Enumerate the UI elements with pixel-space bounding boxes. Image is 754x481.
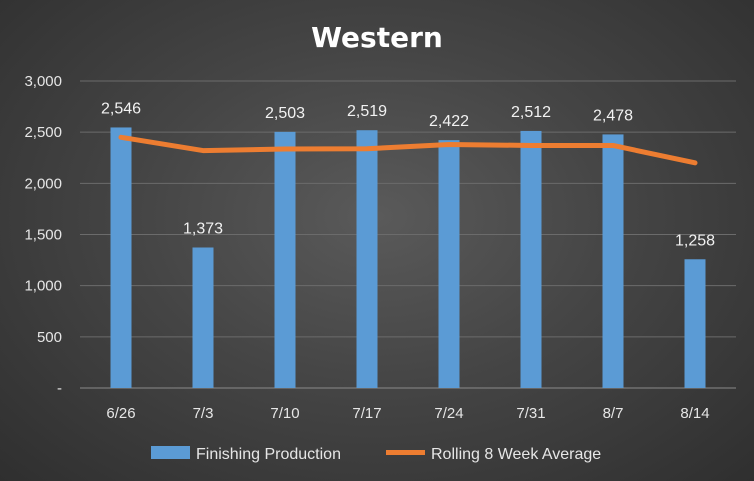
y-tick-label: - (57, 380, 62, 397)
bar (274, 131, 296, 388)
gridlines (80, 80, 736, 389)
bar-data-label: 2,503 (265, 105, 305, 122)
bar (110, 127, 132, 388)
y-tick-label: 2,000 (24, 175, 62, 192)
bar (684, 259, 706, 388)
y-tick-label: 1,000 (24, 278, 62, 295)
bar-data-label: 2,478 (593, 107, 633, 124)
bar (602, 134, 624, 388)
legend-label-rolling-average: Rolling 8 Week Average (431, 446, 601, 463)
chart-title: Western (311, 21, 443, 54)
legend: Finishing Production Rolling 8 Week Aver… (151, 446, 601, 463)
x-tick-label: 8/7 (603, 405, 624, 422)
y-tick-label: 500 (37, 329, 62, 346)
line-series (118, 134, 698, 166)
legend-label-finishing-production: Finishing Production (196, 446, 341, 463)
bar-data-label: 1,373 (183, 220, 223, 237)
y-axis-ticks: - 500 1,000 1,500 2,000 2,500 3,000 (24, 73, 62, 397)
data-labels: 2,546 1,373 2,503 2,519 2,422 2,512 2,478 1,258 (101, 100, 715, 249)
x-tick-label: 7/3 (193, 405, 214, 422)
x-tick-label: 8/14 (680, 405, 709, 422)
x-tick-label: 7/10 (270, 405, 299, 422)
x-tick-label: 7/31 (516, 405, 545, 422)
legend-swatch-finishing-production (151, 446, 190, 459)
y-tick-label: 1,500 (24, 227, 62, 244)
bar-data-label: 2,422 (429, 113, 469, 130)
x-tick-label: 7/24 (434, 405, 463, 422)
bar (192, 247, 214, 388)
x-tick-label: 6/26 (106, 405, 135, 422)
bar (438, 140, 460, 388)
bar-series (110, 127, 706, 388)
bar-data-label: 1,258 (675, 232, 715, 249)
rolling-average-line (118, 134, 698, 166)
x-tick-label: 7/17 (352, 405, 381, 422)
y-tick-label: 2,500 (24, 124, 62, 141)
bar (356, 130, 378, 388)
bar-data-label: 2,512 (511, 104, 551, 121)
bar-data-label: 2,546 (101, 100, 141, 117)
x-axis-ticks: 6/26 7/3 7/10 7/17 7/24 7/31 8/7 8/14 (106, 405, 709, 422)
bar-data-label: 2,519 (347, 103, 387, 120)
bar (520, 130, 542, 388)
y-tick-label: 3,000 (24, 73, 62, 90)
